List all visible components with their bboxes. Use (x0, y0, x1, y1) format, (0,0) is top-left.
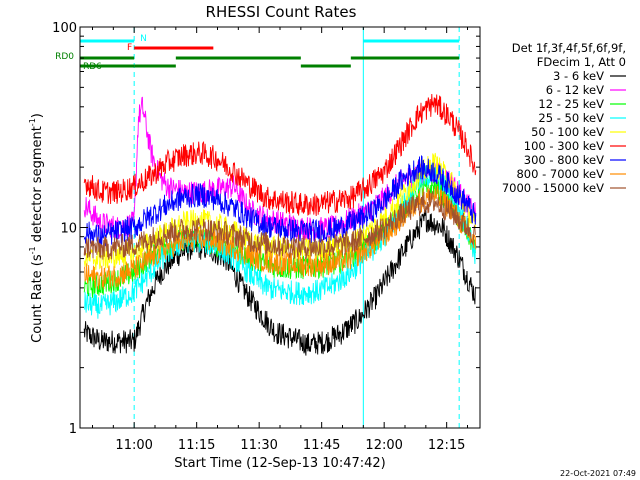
y-tick-label: 100 (52, 21, 77, 36)
flag-label: RD0 (55, 52, 74, 62)
flag-label: F (127, 43, 132, 53)
x-tick-label: 11:15 (178, 438, 215, 453)
legend-entry-label: 7000 - 15000 keV (502, 181, 604, 195)
x-tick-label: 11:30 (240, 438, 277, 453)
legend-entry-label: 6 - 12 keV (546, 83, 604, 97)
series-line (83, 190, 476, 260)
flag-label: N (140, 34, 147, 44)
legend-entry-label: 12 - 25 keV (538, 97, 604, 111)
series-line (84, 161, 477, 319)
x-axis-ticks: 11:00 11:15 11:30 11:45 12:00 12:15 (92, 27, 468, 453)
series-line (83, 93, 477, 217)
flag-label: RD6 (83, 62, 102, 72)
series-lines (83, 93, 477, 356)
series-line (83, 209, 477, 356)
chart-title: RHESSI Count Rates (206, 3, 357, 21)
legend-entry-label: 100 - 300 keV (524, 139, 604, 153)
y-tick-label: 10 (60, 222, 77, 237)
x-tick-label: 11:00 (115, 438, 152, 453)
legend-header: Det 1f,3f,4f,5f,6f,9f, (512, 41, 626, 55)
legend-entry-label: 3 - 6 keV (553, 69, 604, 83)
status-flags: NF RD0 RD6 (55, 34, 460, 72)
legend-entry-label: 300 - 800 keV (524, 153, 604, 167)
legend-header: FDecim 1, Att 0 (537, 55, 626, 69)
x-tick-label: 12:00 (365, 438, 402, 453)
x-tick-label: 12:15 (428, 438, 465, 453)
legend: Det 1f,3f,4f,5f,6f,9f,FDecim 1, Att 03 -… (502, 41, 626, 195)
legend-entry-label: 50 - 100 keV (531, 125, 604, 139)
series-line (83, 155, 477, 248)
y-axis-label: Count Rate (s-1 detector segment-1) (28, 113, 45, 343)
x-axis-label: Start Time (12-Sep-13 10:47:42) (174, 456, 385, 471)
legend-entry-label: 25 - 50 keV (538, 111, 604, 125)
y-tick-label: 1 (69, 422, 77, 437)
x-tick-label: 11:45 (303, 438, 340, 453)
legend-entry-label: 800 - 7000 keV (516, 167, 604, 181)
y-axis-ticks: 1 10 100 (52, 21, 480, 437)
generation-timestamp: 22-Oct-2021 07:49 (560, 469, 636, 478)
